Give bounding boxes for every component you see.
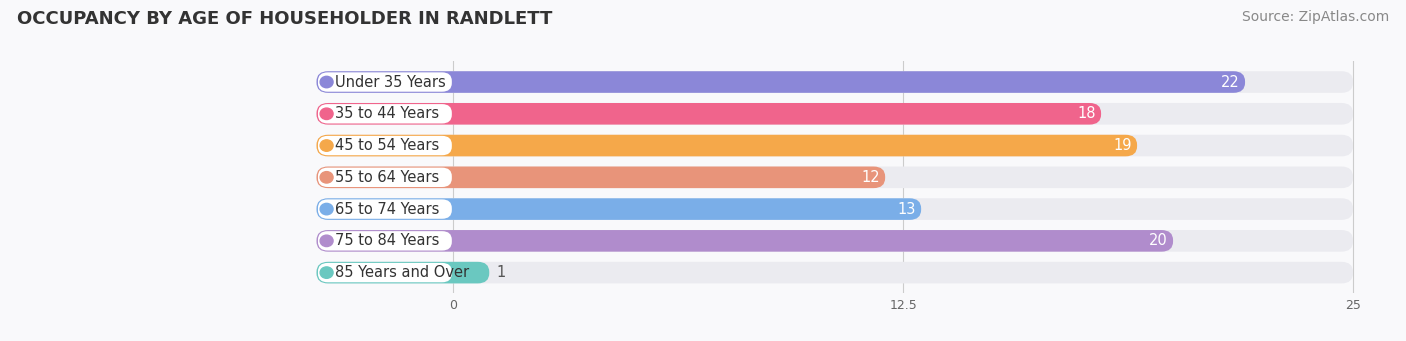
Text: 20: 20 xyxy=(1149,233,1167,248)
Text: 18: 18 xyxy=(1077,106,1095,121)
Circle shape xyxy=(321,235,333,247)
FancyBboxPatch shape xyxy=(318,136,451,155)
FancyBboxPatch shape xyxy=(316,135,1137,157)
FancyBboxPatch shape xyxy=(316,198,1353,220)
FancyBboxPatch shape xyxy=(316,166,886,188)
Text: 19: 19 xyxy=(1114,138,1132,153)
Text: 13: 13 xyxy=(897,202,915,217)
FancyBboxPatch shape xyxy=(316,262,1353,283)
Circle shape xyxy=(321,172,333,183)
FancyBboxPatch shape xyxy=(318,104,451,123)
FancyBboxPatch shape xyxy=(316,135,1353,157)
Circle shape xyxy=(321,267,333,278)
FancyBboxPatch shape xyxy=(318,199,451,219)
Text: 12: 12 xyxy=(860,170,880,185)
FancyBboxPatch shape xyxy=(318,263,451,282)
FancyBboxPatch shape xyxy=(316,198,921,220)
Text: 85 Years and Over: 85 Years and Over xyxy=(335,265,468,280)
Circle shape xyxy=(321,76,333,88)
FancyBboxPatch shape xyxy=(316,103,1353,124)
Text: 45 to 54 Years: 45 to 54 Years xyxy=(335,138,439,153)
Text: 75 to 84 Years: 75 to 84 Years xyxy=(335,233,439,248)
Text: 1: 1 xyxy=(496,265,506,280)
FancyBboxPatch shape xyxy=(318,168,451,187)
FancyBboxPatch shape xyxy=(316,230,1353,252)
FancyBboxPatch shape xyxy=(316,230,1173,252)
Text: 55 to 64 Years: 55 to 64 Years xyxy=(335,170,439,185)
Text: 35 to 44 Years: 35 to 44 Years xyxy=(335,106,439,121)
FancyBboxPatch shape xyxy=(318,231,451,251)
Circle shape xyxy=(321,140,333,151)
Text: 22: 22 xyxy=(1220,75,1240,90)
FancyBboxPatch shape xyxy=(316,71,1246,93)
FancyBboxPatch shape xyxy=(316,71,1353,93)
FancyBboxPatch shape xyxy=(316,103,1101,124)
Text: OCCUPANCY BY AGE OF HOUSEHOLDER IN RANDLETT: OCCUPANCY BY AGE OF HOUSEHOLDER IN RANDL… xyxy=(17,10,553,28)
FancyBboxPatch shape xyxy=(316,262,489,283)
Text: 65 to 74 Years: 65 to 74 Years xyxy=(335,202,439,217)
Circle shape xyxy=(321,203,333,215)
FancyBboxPatch shape xyxy=(316,166,1353,188)
Text: Source: ZipAtlas.com: Source: ZipAtlas.com xyxy=(1241,10,1389,24)
Circle shape xyxy=(321,108,333,119)
FancyBboxPatch shape xyxy=(318,72,451,92)
Text: Under 35 Years: Under 35 Years xyxy=(335,75,446,90)
